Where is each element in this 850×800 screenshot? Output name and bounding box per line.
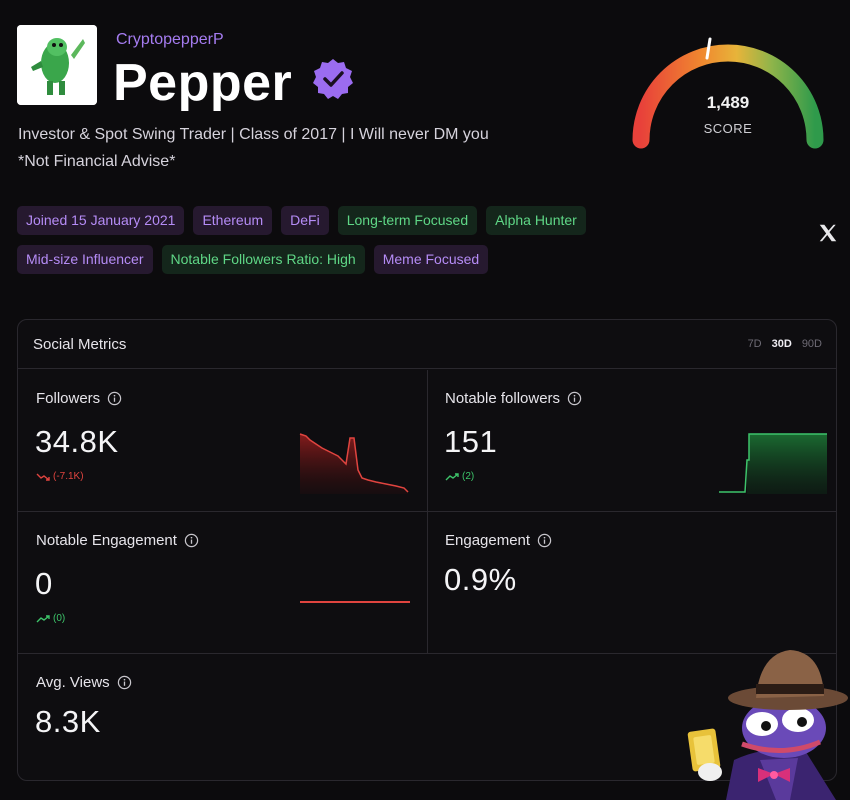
metric-value: 0 (35, 566, 53, 601)
notable-followers-metric: Notable followers 151 (2) (427, 370, 836, 512)
metric-label: Notable followers (445, 390, 582, 407)
x-logo-icon[interactable] (817, 222, 839, 244)
tag-row: Joined 15 January 2021 Ethereum DeFi Lon… (17, 206, 677, 235)
display-name: Pepper (113, 54, 293, 112)
trend-down-icon (36, 473, 50, 481)
metric-change-text: (-7.1K) (53, 471, 84, 482)
bio: Investor & Spot Swing Trader | Class of … (18, 121, 489, 175)
avg-views-metric: Avg. Views 8.3K (18, 654, 836, 780)
tag-meme-focused: Meme Focused (373, 245, 489, 274)
tag-notable-followers-ratio: Notable Followers Ratio: High (161, 245, 365, 274)
metric-label: Followers (36, 390, 122, 407)
metric-label: Notable Engagement (36, 532, 199, 549)
pepe-mascot (687, 650, 848, 800)
metric-change: (-7.1K) (36, 471, 84, 482)
metric-label: Engagement (445, 532, 552, 549)
metric-label-text: Engagement (445, 532, 531, 549)
period-selector: 7D 30D 90D (748, 338, 822, 350)
tag-long-term-focused: Long-term Focused (337, 206, 478, 235)
bio-line: *Not Financial Advise* (18, 153, 176, 170)
trend-up-icon (445, 472, 459, 480)
tag-joined: Joined 15 January 2021 (17, 206, 185, 235)
metric-value: 34.8K (35, 424, 119, 459)
metric-label-text: Notable followers (445, 390, 561, 407)
profile-avatar (17, 25, 97, 105)
metric-label-text: Followers (36, 390, 101, 407)
score-value: 1,489 (706, 93, 750, 112)
notable-engagement-sparkline (300, 601, 410, 603)
metric-value: 0.9% (444, 562, 517, 597)
tag-defi: DeFi (281, 206, 329, 235)
score-label: SCORE (703, 121, 753, 136)
info-icon[interactable] (567, 391, 582, 406)
period-90d[interactable]: 90D (801, 338, 822, 350)
metric-change-text: (0) (53, 613, 66, 624)
info-icon[interactable] (117, 675, 132, 690)
card-title: Social Metrics (33, 336, 127, 353)
score-gauge (632, 37, 824, 149)
tag-row: Mid-size Influencer Notable Followers Ra… (17, 245, 677, 274)
verified-badge-icon (313, 59, 353, 99)
engagement-metric: Engagement 0.9% (427, 512, 836, 654)
metric-value: 8.3K (35, 704, 101, 739)
bio-line: Investor & Spot Swing Trader | Class of … (18, 126, 489, 143)
social-metrics-card: Social Metrics 7D 30D 90D Followers 34.8… (17, 319, 837, 781)
username[interactable]: CryptopepperP (116, 31, 224, 48)
metric-change: (0) (36, 613, 65, 624)
period-30d[interactable]: 30D (771, 338, 792, 350)
metric-change: (2) (445, 471, 474, 482)
info-icon[interactable] (537, 533, 552, 548)
card-header: Social Metrics 7D 30D 90D (18, 320, 836, 369)
info-icon[interactable] (184, 533, 199, 548)
tag-ethereum: Ethereum (193, 206, 273, 235)
period-7d[interactable]: 7D (747, 338, 762, 350)
tag-mid-size-influencer: Mid-size Influencer (17, 245, 153, 274)
metric-label-text: Avg. Views (36, 674, 110, 691)
metric-value: 151 (444, 424, 498, 459)
trend-up-icon (36, 614, 50, 622)
followers-metric: Followers 34.8K (-7.1K) (18, 370, 428, 512)
followers-sparkline (299, 433, 409, 494)
notable-engagement-metric: Notable Engagement 0 (0) (18, 512, 428, 654)
info-icon[interactable] (107, 391, 122, 406)
tag-list: Joined 15 January 2021 Ethereum DeFi Lon… (17, 206, 677, 284)
metric-label: Avg. Views (36, 674, 132, 691)
tag-alpha-hunter: Alpha Hunter (486, 206, 586, 235)
notable-followers-sparkline (719, 433, 827, 494)
metric-label-text: Notable Engagement (36, 532, 177, 549)
metric-change-text: (2) (462, 471, 475, 482)
